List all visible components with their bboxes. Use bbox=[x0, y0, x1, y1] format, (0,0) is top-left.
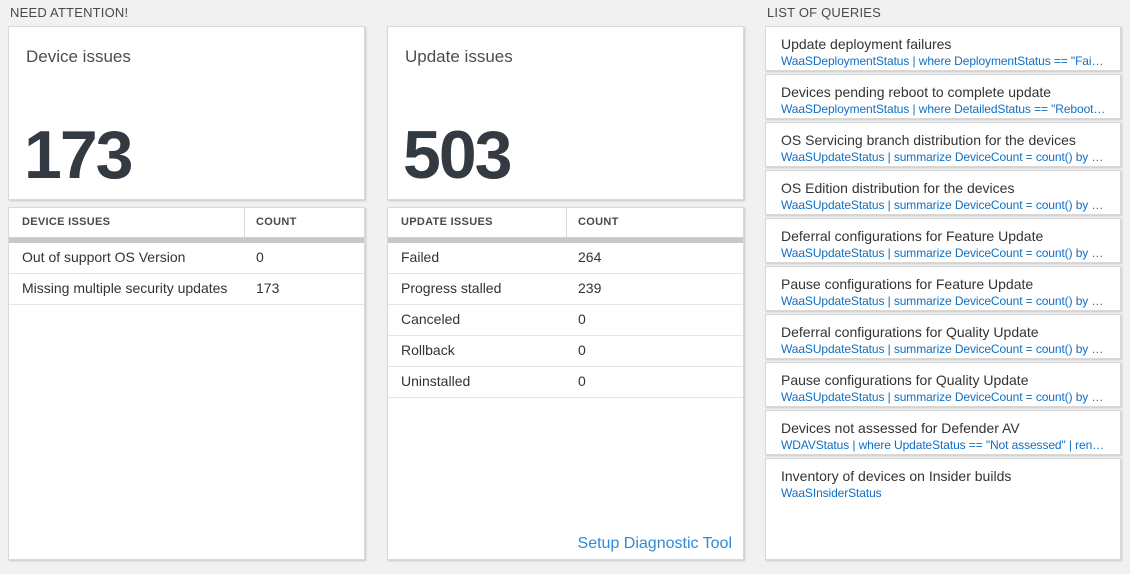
query-title: Pause configurations for Feature Update bbox=[781, 276, 1034, 292]
table-horizontal-scrollbar[interactable] bbox=[388, 238, 743, 243]
device-issues-title: Device issues bbox=[26, 47, 131, 66]
query-text: WaaSUpdateStatus | summarize DeviceCount… bbox=[781, 390, 1106, 404]
count-column-header: COUNT bbox=[256, 216, 297, 228]
query-text: WaaSUpdateStatus | summarize DeviceCount… bbox=[781, 150, 1106, 164]
query-title: Devices pending reboot to complete updat… bbox=[781, 84, 1052, 100]
device-issues-table-header: DEVICE ISSUES COUNT bbox=[9, 208, 364, 238]
device-issues-count: 173 bbox=[24, 117, 133, 193]
query-title: Update deployment failures bbox=[781, 36, 952, 52]
table-horizontal-scrollbar[interactable] bbox=[9, 238, 364, 243]
setup-diagnostic-tool-link[interactable]: Setup Diagnostic Tool bbox=[577, 535, 732, 552]
table-row[interactable]: Failed 264 bbox=[388, 243, 743, 274]
query-title: Pause configurations for Quality Update bbox=[781, 372, 1029, 388]
update-issues-count: 503 bbox=[403, 117, 512, 193]
table-row[interactable]: Progress stalled 239 bbox=[388, 274, 743, 305]
need-attention-section-col-update: Update issues 503 UPDATE ISSUES COUNT Fa… bbox=[387, 5, 744, 560]
need-attention-section-col-device: NEED ATTENTION! Device issues 173 DEVICE… bbox=[8, 5, 365, 560]
query-item[interactable]: Pause configurations for Quality Update … bbox=[765, 362, 1121, 407]
query-item[interactable]: OS Edition distribution for the devices … bbox=[765, 170, 1121, 215]
query-text: WaaSDeploymentStatus | where DetailedSta… bbox=[781, 102, 1106, 116]
update-issues-column-header: UPDATE ISSUES bbox=[388, 208, 567, 237]
issue-label: Rollback bbox=[401, 342, 455, 358]
issue-count: 0 bbox=[578, 342, 586, 358]
spacer bbox=[387, 5, 744, 26]
issue-label: Failed bbox=[401, 249, 440, 265]
update-issues-title: Update issues bbox=[405, 47, 513, 66]
update-issues-table-header: UPDATE ISSUES COUNT bbox=[388, 208, 743, 238]
issue-label: Uninstalled bbox=[401, 373, 471, 389]
query-item[interactable]: Deferral configurations for Feature Upda… bbox=[765, 218, 1121, 263]
issue-count: 0 bbox=[578, 373, 586, 389]
device-issues-tile[interactable]: Device issues 173 bbox=[8, 26, 365, 200]
issue-count: 173 bbox=[256, 280, 280, 296]
issue-label: Canceled bbox=[401, 311, 461, 327]
issue-count: 264 bbox=[578, 249, 602, 265]
query-item[interactable]: Pause configurations for Feature Update … bbox=[765, 266, 1121, 311]
update-issues-table: UPDATE ISSUES COUNT Failed 264 Progress … bbox=[387, 207, 744, 560]
list-of-queries-heading: LIST OF QUERIES bbox=[767, 5, 882, 20]
query-item[interactable]: Update deployment failures WaaSDeploymen… bbox=[765, 26, 1121, 71]
query-item[interactable]: Inventory of devices on Insider builds W… bbox=[765, 458, 1121, 560]
table-row[interactable]: Uninstalled 0 bbox=[388, 367, 743, 398]
device-issues-column-header: DEVICE ISSUES bbox=[9, 208, 245, 237]
issue-count: 0 bbox=[578, 311, 586, 327]
query-text: WaaSInsiderStatus bbox=[781, 486, 882, 500]
query-title: Deferral configurations for Quality Upda… bbox=[781, 324, 1039, 340]
issue-label: Progress stalled bbox=[401, 280, 502, 296]
query-title: Deferral configurations for Feature Upda… bbox=[781, 228, 1044, 244]
query-title: OS Servicing branch distribution for the… bbox=[781, 132, 1076, 148]
table-row[interactable]: Canceled 0 bbox=[388, 305, 743, 336]
query-item[interactable]: Devices not assessed for Defender AV WDA… bbox=[765, 410, 1121, 455]
query-item[interactable]: Devices pending reboot to complete updat… bbox=[765, 74, 1121, 119]
device-issues-table: DEVICE ISSUES COUNT Out of support OS Ve… bbox=[8, 207, 365, 560]
need-attention-heading: NEED ATTENTION! bbox=[10, 5, 129, 20]
query-item[interactable]: OS Servicing branch distribution for the… bbox=[765, 122, 1121, 167]
query-title: Devices not assessed for Defender AV bbox=[781, 420, 1020, 436]
table-row[interactable]: Missing multiple security updates 173 bbox=[9, 274, 364, 305]
issue-label: Out of support OS Version bbox=[22, 249, 186, 265]
issue-count: 239 bbox=[578, 280, 602, 296]
query-text: WaaSUpdateStatus | summarize DeviceCount… bbox=[781, 342, 1106, 356]
query-text: WDAVStatus | where UpdateStatus == "Not … bbox=[781, 438, 1106, 452]
query-text: WaaSDeploymentStatus | where DeploymentS… bbox=[781, 54, 1106, 68]
update-issues-tile[interactable]: Update issues 503 bbox=[387, 26, 744, 200]
query-title: Inventory of devices on Insider builds bbox=[781, 468, 1012, 484]
table-row[interactable]: Rollback 0 bbox=[388, 336, 743, 367]
query-text: WaaSUpdateStatus | summarize DeviceCount… bbox=[781, 294, 1106, 308]
query-text: WaaSUpdateStatus | summarize DeviceCount… bbox=[781, 246, 1106, 260]
issue-label: Missing multiple security updates bbox=[22, 280, 228, 296]
query-title: OS Edition distribution for the devices bbox=[781, 180, 1015, 196]
table-row[interactable]: Out of support OS Version 0 bbox=[9, 243, 364, 274]
count-column-header: COUNT bbox=[578, 216, 619, 228]
query-text: WaaSUpdateStatus | summarize DeviceCount… bbox=[781, 198, 1106, 212]
query-item[interactable]: Deferral configurations for Quality Upda… bbox=[765, 314, 1121, 359]
issue-count: 0 bbox=[256, 249, 264, 265]
list-of-queries-section: LIST OF QUERIES Update deployment failur… bbox=[765, 5, 1121, 560]
